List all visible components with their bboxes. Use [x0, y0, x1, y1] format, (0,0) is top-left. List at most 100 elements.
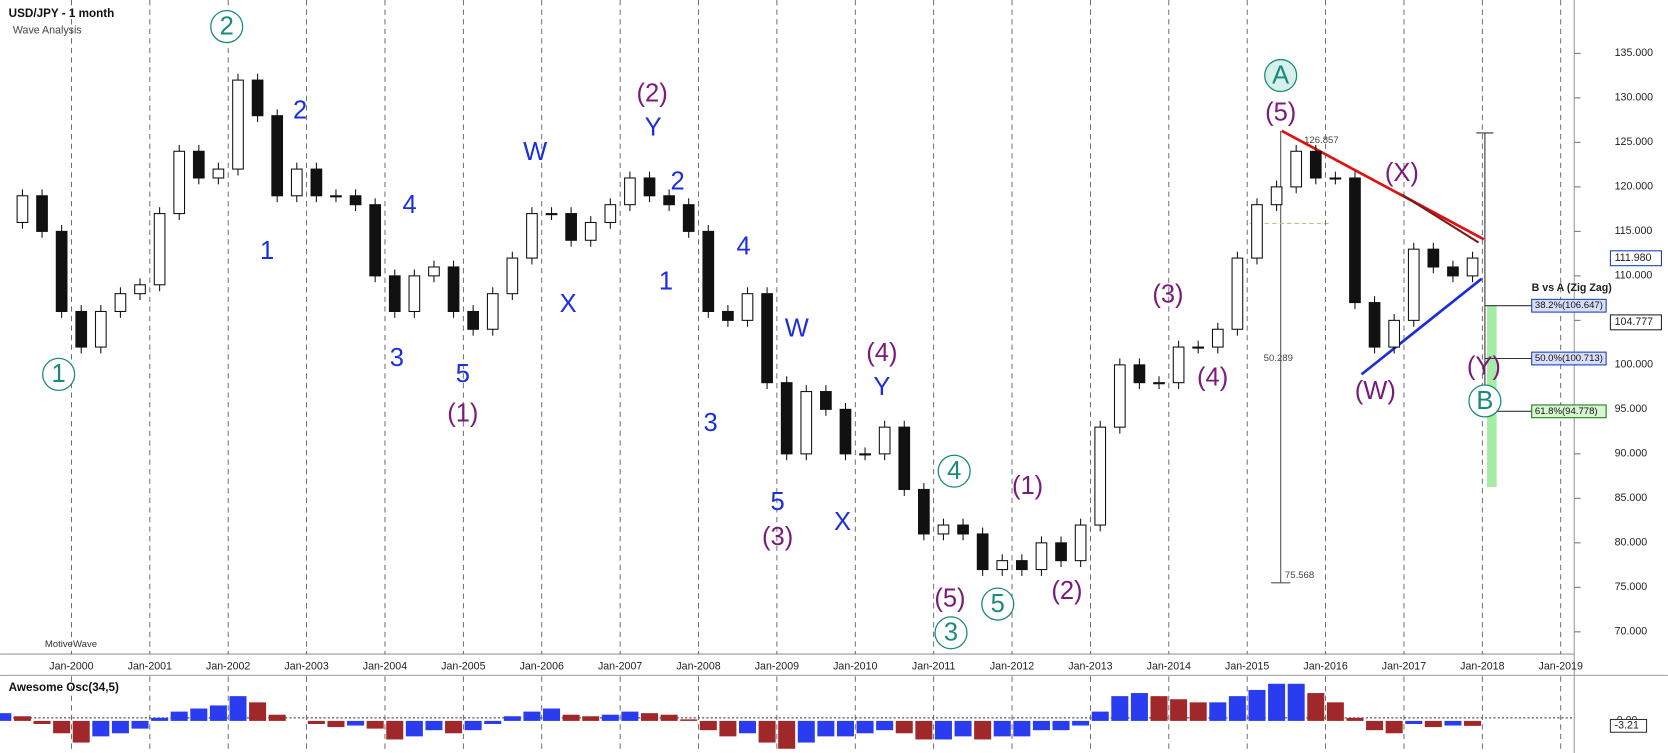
- price-note: 126.857: [1304, 135, 1339, 146]
- oscillator-bar: [974, 720, 992, 740]
- oscillator-bar: [1444, 720, 1462, 726]
- candle: [702, 230, 715, 313]
- candle: [271, 115, 284, 197]
- y-tick-label: 90.000: [1615, 448, 1648, 460]
- candle: [408, 275, 421, 313]
- candle: [290, 168, 303, 197]
- candle: [153, 213, 166, 286]
- oscillator-bar: [229, 696, 247, 721]
- oscillator-bar: [1307, 693, 1325, 721]
- title: USD/JPY - 1 month: [9, 7, 115, 20]
- candle: [957, 524, 969, 535]
- oscillator-bar: [876, 720, 894, 731]
- candle: [36, 195, 48, 232]
- fib-title: B vs A (Zig Zag): [1532, 282, 1613, 294]
- wave-circle: [934, 616, 968, 650]
- oscillator-bar: [1091, 711, 1109, 721]
- candle: [16, 195, 29, 224]
- x-tick-label: Jan-2000: [49, 661, 93, 673]
- price-label: 111.980: [1615, 252, 1652, 264]
- wave-label: Y: [645, 113, 662, 141]
- oscillator-bar: [1268, 683, 1286, 721]
- candle: [1113, 364, 1126, 428]
- oscillator-bar: [33, 720, 51, 724]
- candle: [1192, 346, 1205, 349]
- wave-label: 2: [671, 168, 685, 196]
- wave-label: 3: [944, 619, 958, 647]
- oscillator-bar: [1424, 720, 1442, 728]
- wave-label: X: [560, 290, 577, 318]
- wave-label: (3): [1152, 280, 1183, 308]
- wave-label: (Y): [1467, 353, 1501, 381]
- x-tick-label: Jan-2001: [128, 661, 172, 673]
- oscillator-bar: [660, 714, 678, 721]
- candle: [780, 382, 793, 455]
- oscillator-bar: [170, 711, 188, 721]
- oscillator-bar: [1248, 689, 1266, 721]
- wave-label: 5: [456, 360, 470, 388]
- candle: [1094, 426, 1107, 526]
- oscillator-bar: [1405, 720, 1423, 724]
- candle: [330, 195, 342, 198]
- oscillator-bar: [1346, 717, 1364, 721]
- oscillator-bar: [347, 720, 365, 726]
- wave-label: A: [1272, 61, 1289, 89]
- x-tick-label: Jan-2004: [363, 661, 407, 673]
- candle: [898, 426, 911, 490]
- candle: [878, 426, 891, 455]
- candle: [1329, 177, 1342, 180]
- oscillator-bar: [268, 714, 286, 721]
- oscillator-bar: [1189, 702, 1207, 721]
- candle: [1290, 150, 1303, 188]
- oscillator-bar: [366, 720, 384, 729]
- candle: [1074, 524, 1087, 562]
- candle: [369, 204, 382, 277]
- brand: MotiveWave: [45, 639, 97, 650]
- wave-label: W: [785, 314, 809, 342]
- oscillator-bar: [249, 702, 267, 721]
- wave-circle: [1468, 384, 1502, 418]
- candle: [545, 213, 558, 216]
- candle: [722, 310, 734, 321]
- wave-circle: [1264, 58, 1298, 93]
- oscillator-bar: [405, 720, 423, 737]
- wave-label: 2: [293, 96, 307, 124]
- price-box: [1609, 314, 1662, 331]
- wave-label: 2: [220, 12, 234, 40]
- y-tick-label: 115.000: [1615, 225, 1653, 237]
- fib-label: 61.8%(94.778): [1535, 406, 1598, 417]
- oscillator-bar: [836, 720, 854, 737]
- wave-label: (1): [447, 400, 478, 428]
- oscillator-bar: [934, 720, 952, 740]
- wave-label: (4): [1197, 363, 1228, 391]
- wave-label: (5): [1265, 99, 1296, 127]
- y-tick-label: 130.000: [1615, 92, 1653, 104]
- candle: [663, 195, 675, 206]
- candle: [1447, 266, 1459, 277]
- candle: [212, 168, 225, 179]
- oscillator-bar: [738, 720, 757, 734]
- fib-box: [1531, 298, 1607, 313]
- oscillator-bar: [151, 717, 169, 721]
- candle: [839, 408, 852, 455]
- y-tick-label: 75.000: [1615, 581, 1648, 593]
- candle: [94, 310, 107, 348]
- wave-label: 3: [704, 409, 718, 437]
- oscillator-bar: [582, 716, 600, 721]
- wave-label: (2): [1051, 577, 1082, 605]
- y-tick-label: 135.000: [1615, 47, 1653, 59]
- candle: [55, 230, 68, 313]
- oscillator-bar: [111, 720, 129, 734]
- candle: [937, 524, 950, 535]
- candle: [232, 79, 244, 170]
- oscillator-bar: [190, 708, 208, 721]
- oscillator-bar: [1130, 693, 1148, 721]
- oscillator-bar: [1170, 699, 1188, 721]
- oscillator-bar: [758, 720, 776, 743]
- oscillator-last: -3.21: [1615, 720, 1639, 732]
- candle: [859, 453, 871, 456]
- oscillator-bar: [719, 720, 737, 737]
- oscillator-bar: [1385, 720, 1403, 734]
